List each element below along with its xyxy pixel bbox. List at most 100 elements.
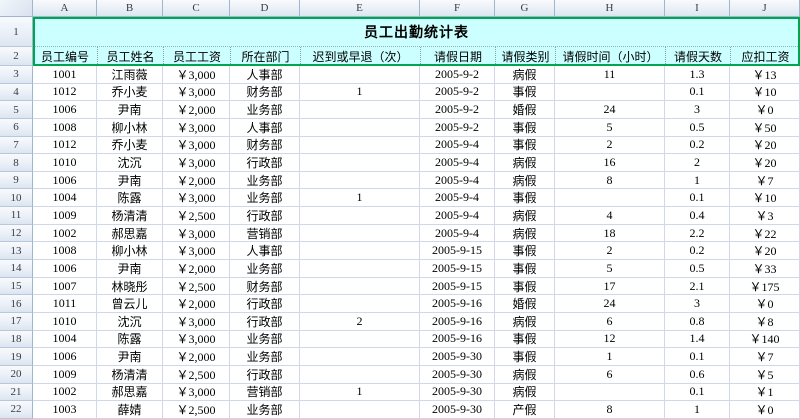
cell-F18[interactable]: 2005-9-16: [420, 330, 495, 349]
cell-G5[interactable]: 婚假: [495, 101, 555, 119]
cell-E3[interactable]: [300, 66, 420, 84]
cell-D9[interactable]: 业务部: [230, 171, 300, 190]
cell-C4[interactable]: ￥3,000: [163, 83, 230, 102]
cell-J14[interactable]: ￥33: [730, 260, 800, 278]
cell-H19[interactable]: 1: [555, 348, 665, 366]
cell-A8[interactable]: 1010: [33, 154, 97, 172]
cell-I16[interactable]: 3: [665, 295, 730, 313]
cell-B5[interactable]: 尹南: [97, 101, 163, 119]
cell-F6[interactable]: 2005-9-2: [420, 118, 495, 137]
cell-E6[interactable]: [300, 118, 420, 137]
cell-C20[interactable]: ￥2,500: [163, 365, 230, 384]
cell-A16[interactable]: 1011: [33, 295, 97, 313]
cell-E18[interactable]: [300, 330, 420, 349]
cell-C17[interactable]: ￥3,000: [163, 312, 230, 331]
cell-A4[interactable]: 1012: [33, 83, 97, 102]
cell-G10[interactable]: 事假: [495, 189, 555, 208]
header-cell-A2[interactable]: 员工编号: [33, 47, 97, 66]
column-header-F[interactable]: F: [420, 0, 495, 17]
row-header-5[interactable]: 5: [0, 101, 33, 119]
header-cell-J2[interactable]: 应扣工资: [730, 47, 800, 66]
select-all-corner[interactable]: [0, 0, 33, 17]
cell-F7[interactable]: 2005-9-4: [420, 136, 495, 155]
cell-I19[interactable]: 0.1: [665, 348, 730, 366]
cell-J3[interactable]: ￥13: [730, 66, 800, 84]
cell-D18[interactable]: 业务部: [230, 330, 300, 349]
header-cell-F2[interactable]: 请假日期: [420, 47, 495, 66]
cell-G3[interactable]: 病假: [495, 66, 555, 84]
cell-G17[interactable]: 病假: [495, 312, 555, 331]
cell-B13[interactable]: 柳小林: [97, 242, 163, 261]
cell-J5[interactable]: ￥0: [730, 101, 800, 119]
cell-C11[interactable]: ￥2,500: [163, 207, 230, 225]
header-cell-G2[interactable]: 请假类别: [495, 47, 555, 66]
cell-E22[interactable]: [300, 401, 420, 419]
cell-I13[interactable]: 0.2: [665, 242, 730, 261]
column-header-C[interactable]: C: [163, 0, 230, 17]
cell-C8[interactable]: ￥3,000: [163, 154, 230, 172]
cell-G20[interactable]: 病假: [495, 365, 555, 384]
cell-F20[interactable]: 2005-9-30: [420, 365, 495, 384]
cell-H3[interactable]: 11: [555, 66, 665, 84]
row-header-10[interactable]: 10: [0, 189, 33, 208]
cell-E8[interactable]: [300, 154, 420, 172]
cell-D16[interactable]: 行政部: [230, 295, 300, 313]
column-header-I[interactable]: I: [665, 0, 730, 17]
cell-D14[interactable]: 业务部: [230, 260, 300, 278]
cell-A15[interactable]: 1007: [33, 277, 97, 296]
cell-D4[interactable]: 财务部: [230, 83, 300, 102]
column-header-E[interactable]: E: [300, 0, 420, 17]
cell-G16[interactable]: 婚假: [495, 295, 555, 313]
cell-J9[interactable]: ￥7: [730, 171, 800, 190]
cell-J4[interactable]: ￥10: [730, 83, 800, 102]
cell-A12[interactable]: 1002: [33, 224, 97, 243]
cell-C19[interactable]: ￥2,000: [163, 348, 230, 366]
cell-E13[interactable]: [300, 242, 420, 261]
cell-C21[interactable]: ￥3,000: [163, 383, 230, 402]
cell-F8[interactable]: 2005-9-4: [420, 154, 495, 172]
row-header-8[interactable]: 8: [0, 154, 33, 172]
cell-D7[interactable]: 财务部: [230, 136, 300, 155]
row-header-13[interactable]: 13: [0, 242, 33, 261]
cell-F13[interactable]: 2005-9-15: [420, 242, 495, 261]
cell-I3[interactable]: 1.3: [665, 66, 730, 84]
cell-A22[interactable]: 1003: [33, 401, 97, 419]
cell-D15[interactable]: 财务部: [230, 277, 300, 296]
cell-J17[interactable]: ￥8: [730, 312, 800, 331]
cell-H12[interactable]: 18: [555, 224, 665, 243]
cell-B9[interactable]: 尹南: [97, 171, 163, 190]
cell-H13[interactable]: 2: [555, 242, 665, 261]
cell-H8[interactable]: 16: [555, 154, 665, 172]
cell-B16[interactable]: 曾云儿: [97, 295, 163, 313]
row-header-17[interactable]: 17: [0, 312, 33, 331]
cell-I10[interactable]: 0.1: [665, 189, 730, 208]
cell-C12[interactable]: ￥3,000: [163, 224, 230, 243]
cell-E12[interactable]: [300, 224, 420, 243]
cell-I5[interactable]: 3: [665, 101, 730, 119]
cell-D21[interactable]: 营销部: [230, 383, 300, 402]
cell-E4[interactable]: 1: [300, 83, 420, 102]
cell-B4[interactable]: 乔小麦: [97, 83, 163, 102]
cell-A3[interactable]: 1001: [33, 66, 97, 84]
cell-C13[interactable]: ￥3,000: [163, 242, 230, 261]
cell-F9[interactable]: 2005-9-4: [420, 171, 495, 190]
cell-F22[interactable]: 2005-9-30: [420, 401, 495, 419]
cell-J7[interactable]: ￥20: [730, 136, 800, 155]
cell-B3[interactable]: 江雨薇: [97, 66, 163, 84]
cell-I12[interactable]: 2.2: [665, 224, 730, 243]
row-header-2[interactable]: 2: [0, 47, 33, 66]
cell-B20[interactable]: 杨清清: [97, 365, 163, 384]
cell-C15[interactable]: ￥2,500: [163, 277, 230, 296]
cell-D13[interactable]: 人事部: [230, 242, 300, 261]
cell-G7[interactable]: 事假: [495, 136, 555, 155]
row-header-16[interactable]: 16: [0, 295, 33, 313]
cell-H22[interactable]: 8: [555, 401, 665, 419]
row-header-14[interactable]: 14: [0, 260, 33, 278]
cell-I11[interactable]: 0.4: [665, 207, 730, 225]
cell-I7[interactable]: 0.2: [665, 136, 730, 155]
cell-C22[interactable]: ￥2,500: [163, 401, 230, 419]
cell-D20[interactable]: 行政部: [230, 365, 300, 384]
cell-I21[interactable]: 0.1: [665, 383, 730, 402]
cell-H6[interactable]: 5: [555, 118, 665, 137]
column-header-J[interactable]: J: [730, 0, 800, 17]
